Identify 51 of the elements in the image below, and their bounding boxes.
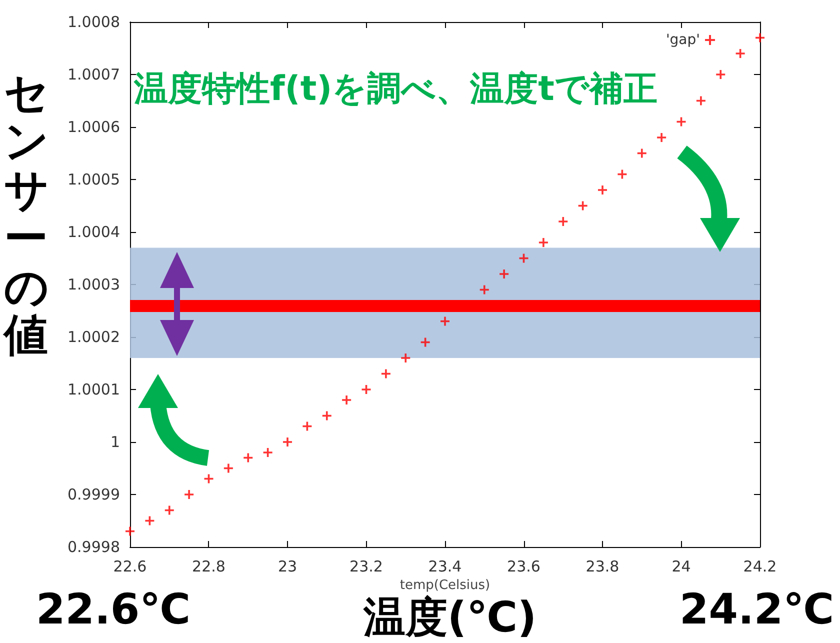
point <box>283 438 292 446</box>
point <box>401 354 410 362</box>
y-tick-label: 1.0005 <box>68 170 120 188</box>
x-tick-label: 23.8 <box>586 558 620 576</box>
x-axis-title: temp(Celsius) <box>400 578 490 593</box>
legend-label: 'gap' <box>666 32 700 48</box>
y-tick-label: 1.0001 <box>68 380 120 398</box>
text: 温度(℃) <box>362 592 537 642</box>
y-tick-label: 1.0003 <box>68 276 120 294</box>
point <box>440 316 450 326</box>
point <box>224 464 233 473</box>
point <box>716 70 726 79</box>
point <box>500 270 509 278</box>
point <box>538 238 548 247</box>
y-tick-label: 1.0006 <box>68 118 120 136</box>
x-tick-label: 24.2 <box>743 558 777 576</box>
point <box>657 133 666 142</box>
text: 24.2℃ <box>680 584 834 634</box>
point <box>164 506 174 515</box>
y-axis-title: センサーの値 <box>4 68 50 361</box>
point <box>637 148 646 158</box>
point <box>736 49 745 58</box>
point <box>322 411 332 420</box>
x-tick-label: 23.4 <box>428 558 462 576</box>
x-tick-label: 23 <box>278 558 298 576</box>
point <box>126 526 134 536</box>
x-tick-label: 23.6 <box>507 558 540 576</box>
x-tick-label: 22.6 <box>113 558 147 576</box>
point <box>342 396 352 404</box>
y-tick-label: 0.9999 <box>68 486 120 504</box>
text: 22.6℃ <box>36 584 190 634</box>
y-tick-label: 1 <box>110 433 120 451</box>
y-tick-label: 1.0008 <box>68 13 120 31</box>
point <box>696 96 706 106</box>
point <box>381 369 390 378</box>
text: 温度特性f(t)を調べ、温度tで補正 <box>133 69 658 109</box>
x-tick-label: 24 <box>672 558 691 576</box>
point <box>756 33 764 42</box>
point <box>244 453 253 462</box>
point <box>558 217 568 226</box>
point <box>598 186 607 194</box>
x-tick-label: 22.8 <box>192 558 226 576</box>
y-tick-label: 0.9998 <box>68 538 120 556</box>
point <box>480 285 489 294</box>
point <box>263 448 272 457</box>
point <box>362 385 371 394</box>
y-tick-label: 1.0002 <box>68 328 120 346</box>
x-tick-label: 23.2 <box>350 558 383 576</box>
y-tick-label: 1.0007 <box>68 66 120 84</box>
point <box>184 490 194 499</box>
y-tick-label: 1.0004 <box>68 223 120 241</box>
